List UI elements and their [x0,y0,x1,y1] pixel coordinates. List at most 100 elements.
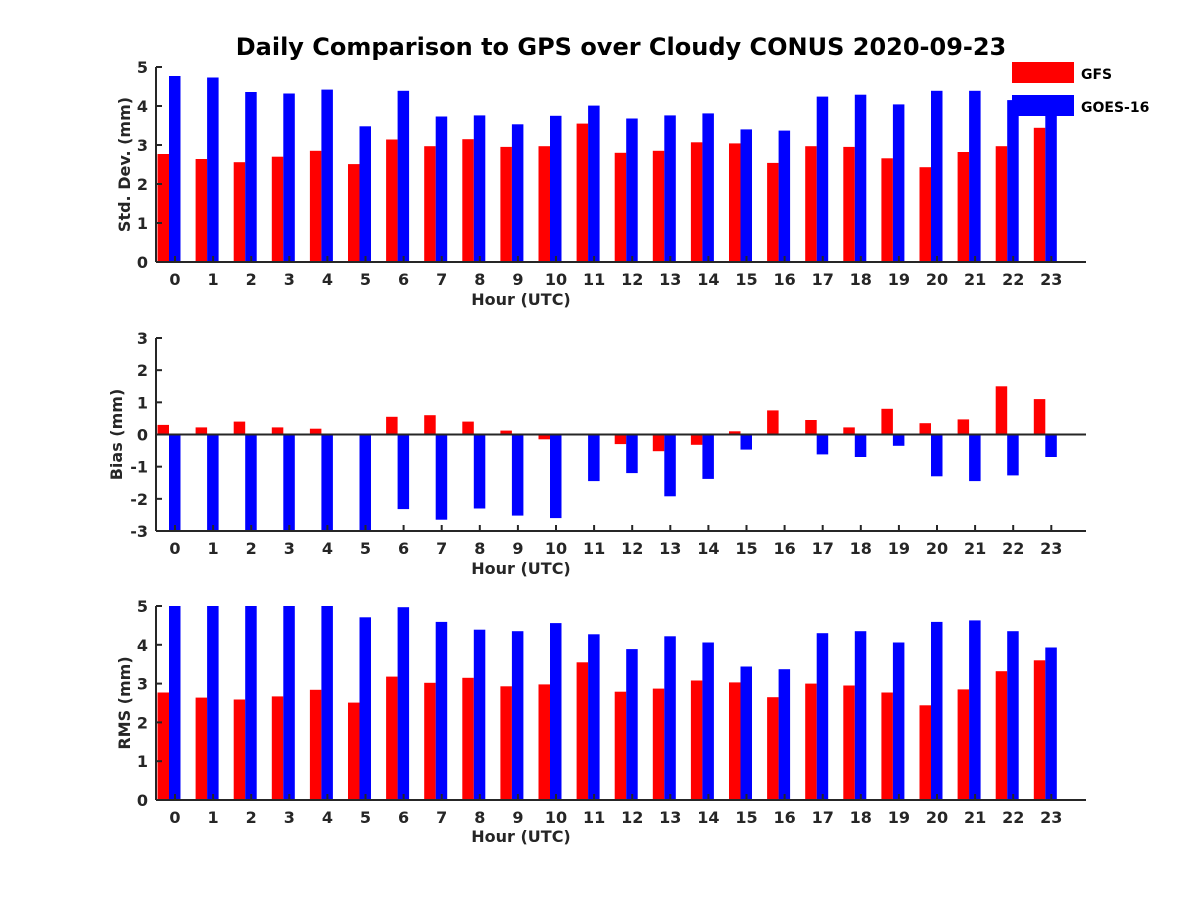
y-tick-label: -1 [130,458,148,477]
y-tick-label: 2 [137,713,148,732]
bar-gfs-hour-13 [652,688,665,800]
bar-gfs-hour-15 [729,682,741,800]
x-tick-label: 22 [1002,270,1024,289]
bar-gfs-hour-17 [805,146,817,262]
bar-gfs-hour-22 [995,386,1008,435]
x-tick-label: 2 [246,808,257,827]
bar-gfs-hour-5 [348,164,360,262]
bar-goes16-hour-8 [473,434,486,509]
bar-gfs-hour-20 [919,423,931,435]
bar-gfs-hour-18 [843,685,855,800]
bar-goes16-hour-10 [550,623,562,800]
bar-gfs-hour-14 [690,434,703,445]
bar-goes16-hour-7 [435,621,448,800]
x-tick-label: 3 [284,270,295,289]
bar-goes16-hour-4 [321,606,333,800]
bar-gfs-hour-10 [538,146,550,262]
bar-gfs-hour-19 [881,158,893,262]
x-tick-label: 12 [621,808,643,827]
x-tick-label: 9 [512,808,523,827]
x-tick-label: 10 [545,270,567,289]
bar-goes16-hour-21 [969,434,981,482]
bar-goes16-hour-11 [588,105,600,262]
bar-gfs-hour-7 [424,146,436,262]
bar-goes16-hour-21 [969,620,981,800]
y-tick-label: 2 [137,175,148,194]
bar-gfs-hour-20 [919,705,931,800]
bar-goes16-hour-3 [283,93,295,262]
x-tick-label: 9 [512,270,523,289]
x-tick-label: 4 [322,270,333,289]
bar-gfs-hour-11 [576,123,589,262]
bar-gfs-hour-12 [614,152,627,262]
x-tick-label: 23 [1040,539,1062,558]
bar-gfs-hour-1 [195,159,208,262]
y-tick-label: 3 [137,329,148,348]
bar-goes16-hour-17 [816,434,829,455]
bar-gfs-hour-21 [957,152,970,262]
x-tick-label: 15 [735,539,757,558]
bar-goes16-hour-2 [245,606,257,800]
bar-gfs-hour-4 [309,150,322,262]
bar-goes16-hour-22 [1007,434,1019,476]
bar-goes16-hour-19 [892,642,905,800]
x-tick-label: 8 [474,808,485,827]
bar-gfs-hour-5 [348,702,360,800]
y-tick-label: 4 [137,636,148,655]
x-tick-label: 3 [284,808,295,827]
x-tick-label: 15 [735,808,757,827]
bar-goes16-hour-6 [397,434,410,510]
x-tick-label: 19 [888,808,910,827]
bar-gfs-hour-10 [538,434,550,440]
x-axis-label: Hour (UTC) [471,290,571,309]
x-tick-label: 12 [621,270,643,289]
bar-gfs-hour-21 [957,419,970,435]
x-tick-label: 7 [436,808,447,827]
bar-goes16-hour-2 [245,92,257,262]
bar-goes16-hour-15 [740,666,752,800]
x-tick-label: 10 [545,808,567,827]
bar-goes16-hour-14 [702,434,714,479]
bar-gfs-hour-3 [271,156,284,262]
bars [157,76,1057,263]
bar-goes16-hour-20 [931,434,943,477]
bar-gfs-hour-17 [805,420,817,435]
bar-gfs-hour-1 [195,697,208,800]
y-tick-label: 2 [137,361,148,380]
y-tick-label: 0 [137,791,148,810]
bar-goes16-hour-11 [588,434,600,482]
x-tick-label: 12 [621,539,643,558]
bar-gfs-hour-16 [767,697,779,800]
x-tick-label: 16 [773,539,795,558]
bar-goes16-hour-2 [245,434,257,531]
bar-goes16-hour-16 [778,669,791,800]
bar-gfs-hour-18 [843,146,855,262]
bar-goes16-hour-6 [397,607,410,800]
bar-gfs-hour-23 [1033,660,1046,800]
bar-gfs-hour-9 [500,686,512,800]
legend-label-goes16: GOES-16 [1081,100,1149,116]
bar-goes16-hour-9 [511,434,524,516]
bar-gfs-hour-19 [881,692,893,800]
bar-goes16-hour-0 [169,434,181,531]
bar-gfs-hour-16 [767,162,779,262]
bar-goes16-hour-20 [931,621,943,800]
bar-goes16-hour-4 [321,89,333,262]
y-tick-label: 5 [137,597,148,616]
y-tick-label: 0 [137,253,148,272]
bar-gfs-hour-23 [1033,127,1046,262]
x-tick-label: 4 [322,808,333,827]
bar-goes16-hour-10 [550,115,562,263]
bar-goes16-hour-22 [1007,631,1019,800]
legend-swatch-goes16 [1012,95,1074,116]
bar-gfs-hour-12 [614,434,627,445]
bar-goes16-hour-1 [207,606,219,800]
bar-gfs-hour-13 [652,434,665,452]
x-tick-label: 20 [926,270,948,289]
x-tick-label: 3 [284,539,295,558]
bar-gfs-hour-6 [386,676,398,800]
x-tick-label: 11 [583,808,605,827]
bar-goes16-hour-19 [892,434,905,446]
